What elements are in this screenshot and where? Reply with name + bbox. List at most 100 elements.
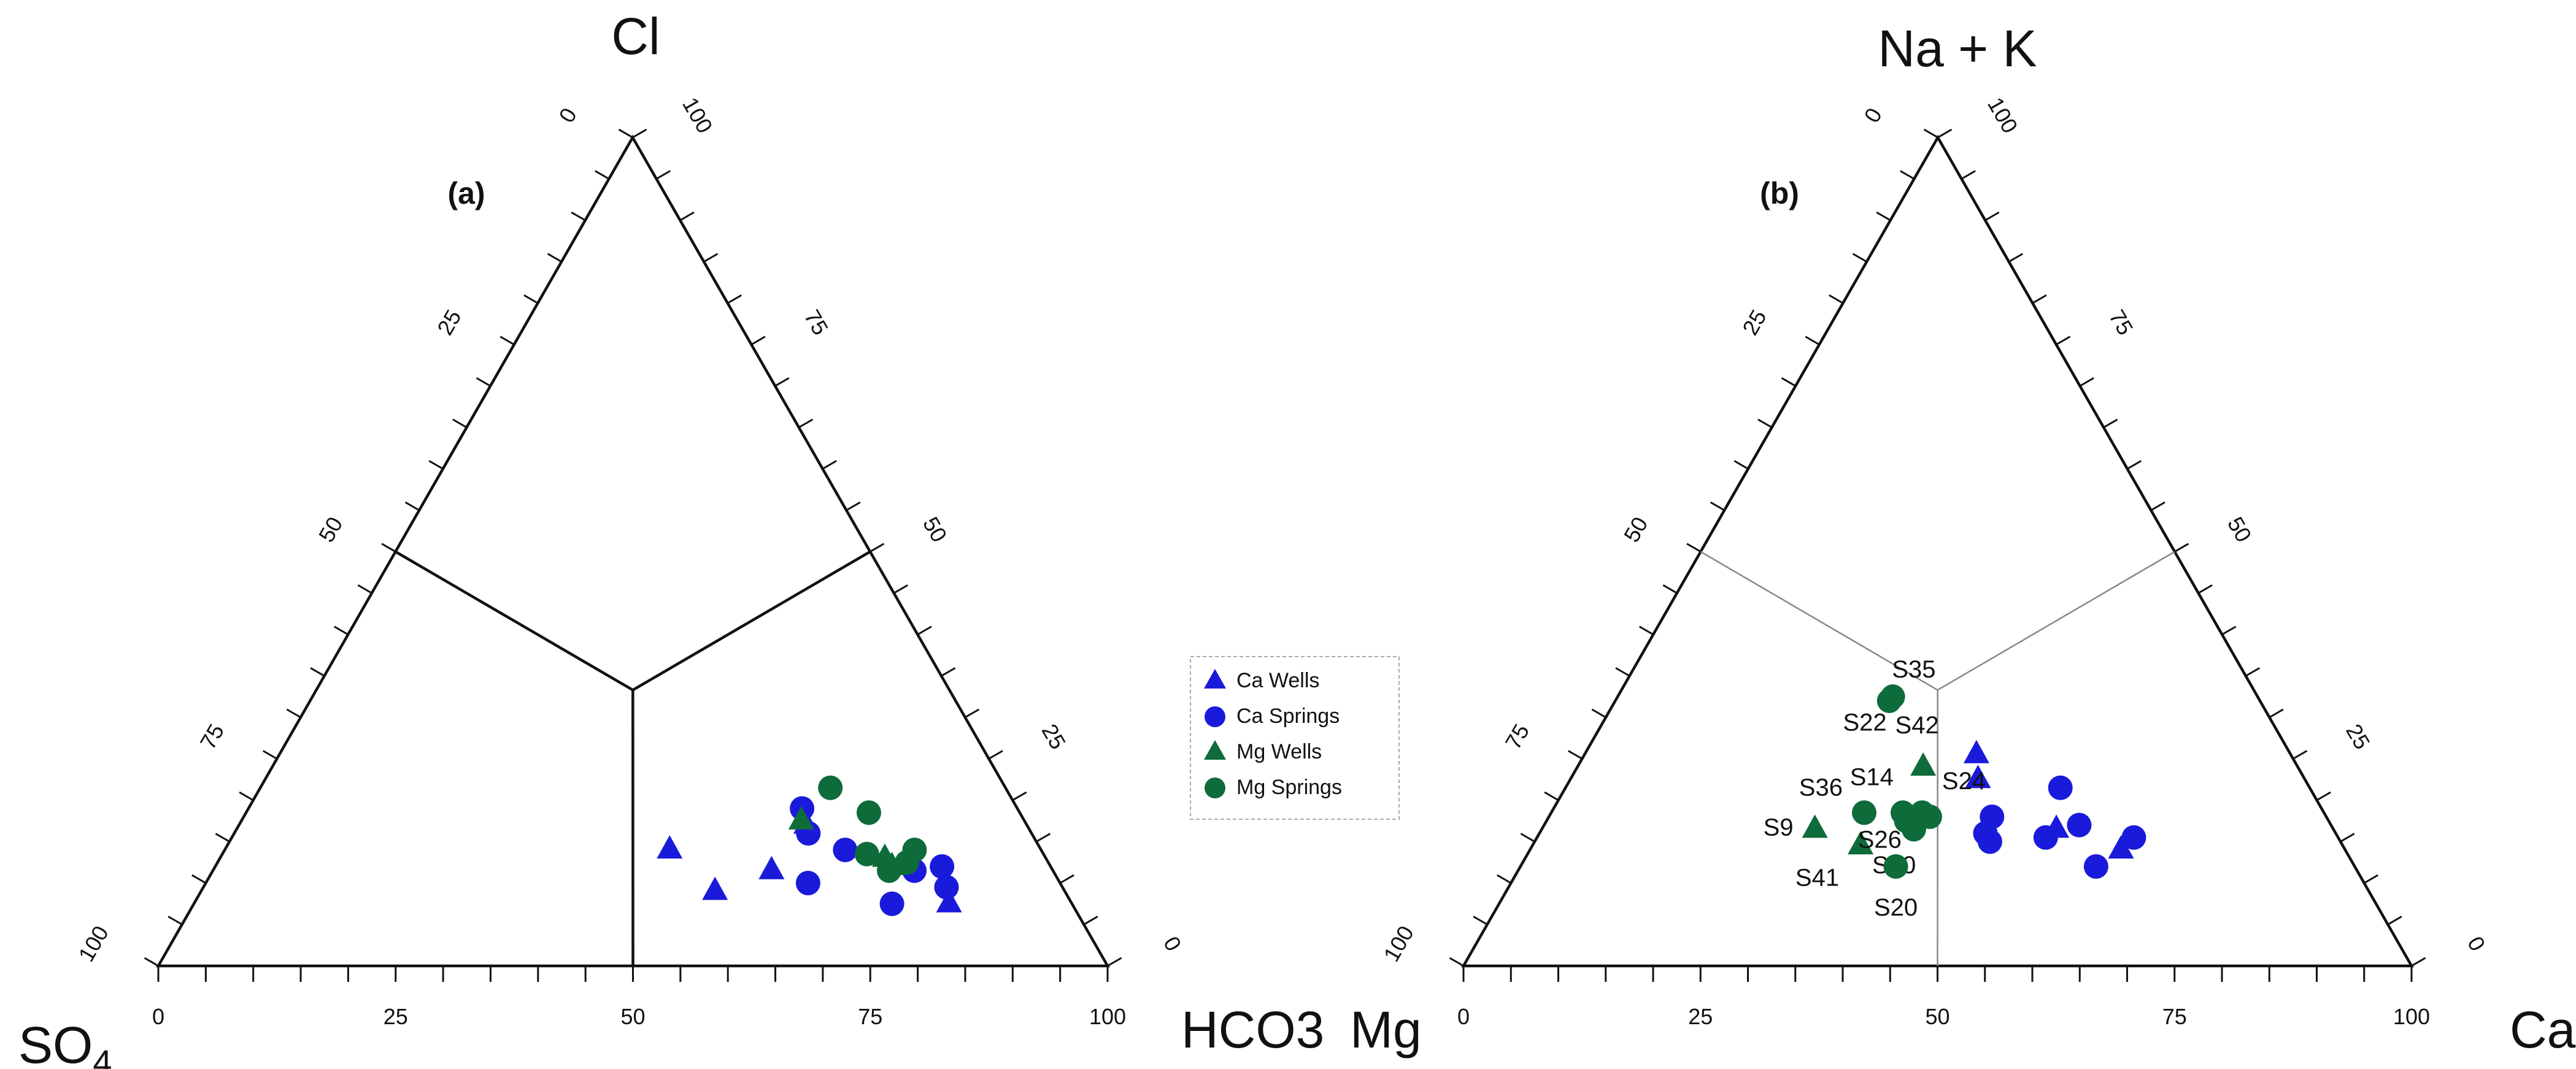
left-axis-tick (1638, 625, 1654, 636)
mg-springs-point (1883, 854, 1908, 879)
division-line (1937, 550, 2175, 691)
left-tick-label: 50 (314, 512, 348, 546)
right-tick-label: 100 (1983, 93, 2023, 137)
right-axis-tick (2364, 874, 2379, 884)
ca-springs-point (1977, 829, 2002, 854)
right-axis-tick (750, 336, 766, 345)
mg-springs-point (854, 841, 879, 866)
division-line (1700, 550, 1938, 691)
point-label: S26 (1858, 826, 1902, 853)
left-axis-tick (310, 667, 325, 677)
right-axis-tick (2174, 542, 2189, 553)
bottom-tick-label: 100 (2393, 1004, 2430, 1029)
left-axis-tick (595, 170, 610, 180)
right-axis-tick (870, 542, 885, 553)
right-axis-tick (1961, 170, 1976, 180)
left-tick-label: 0 (553, 104, 582, 127)
left-axis-tick (1757, 419, 1773, 428)
right-axis-tick (655, 170, 671, 180)
right-axis-tick (1107, 957, 1122, 967)
mg-springs-point (818, 775, 843, 800)
right-axis-tick (2150, 501, 2165, 511)
legend-label: Ca Springs (1236, 704, 1340, 728)
point-label: S24 (1942, 768, 1986, 795)
right-tick-label: 75 (800, 306, 834, 339)
right-axis-tick (2056, 336, 2071, 345)
left-axis-tick (618, 128, 633, 139)
right-axis-tick (1937, 128, 1953, 139)
ca-springs-point (879, 891, 904, 916)
legend-label: Ca Wells (1236, 669, 1319, 692)
right-axis-tick (2103, 419, 2118, 428)
mg-wells-point (1802, 814, 1828, 838)
point-label: S42 (1895, 712, 1939, 739)
left-axis-tick (1923, 128, 1938, 139)
ca-springs-point (930, 854, 955, 879)
left-tick-label: 100 (1378, 921, 1419, 966)
mg-wells-point (1848, 831, 1874, 855)
panel-a-left-label-sub: 4 (93, 1043, 112, 1069)
legend-marker (1204, 740, 1226, 760)
right-axis-tick (727, 294, 742, 304)
panel-b-left-label: Mg (1350, 1001, 1422, 1059)
bottom-tick-label: 0 (152, 1004, 164, 1029)
ca-springs-point (2048, 775, 2073, 800)
mg-wells-point (1910, 752, 1937, 776)
ca-springs-point (934, 874, 959, 900)
left-axis-tick (1781, 377, 1796, 387)
right-axis-tick (774, 377, 790, 387)
right-axis-tick (2293, 750, 2308, 760)
right-axis-tick (798, 419, 814, 428)
right-axis-tick (632, 128, 647, 139)
ternary-panel-b: (b) Na + K Mg Ca 0 25 50 75 100 0 25 50 75 100 100… (1350, 20, 2576, 1059)
right-axis-tick (1059, 874, 1074, 884)
left-axis-tick (262, 750, 278, 760)
right-axis-tick (2079, 377, 2094, 387)
left-axis-tick (1449, 957, 1464, 967)
right-axis-tick (2008, 253, 2024, 263)
mg-springs-point (902, 838, 927, 862)
left-axis-tick (1473, 916, 1488, 925)
ca-wells-point (1965, 765, 1991, 789)
left-axis-tick (523, 294, 539, 304)
left-tick-label: 50 (1619, 512, 1653, 546)
left-axis-tick (1686, 542, 1702, 553)
left-axis-tick (428, 460, 444, 470)
bottom-tick-label: 100 (1089, 1004, 1126, 1029)
left-axis-tick (168, 916, 183, 925)
left-axis-tick (1805, 336, 1820, 345)
bottom-tick-label: 0 (1457, 1004, 1470, 1029)
right-tick-label: 100 (677, 93, 718, 137)
left-axis-tick (1900, 170, 1915, 180)
left-axis-tick (1733, 460, 1749, 470)
left-tick-label: 75 (1500, 720, 1535, 754)
left-axis-tick (1710, 501, 1725, 511)
left-axis-tick (191, 874, 207, 884)
bottom-tick-label: 75 (858, 1004, 882, 1029)
point-label: S20 (1874, 894, 1918, 921)
left-tick-label: 25 (432, 306, 466, 339)
panel-b-apex-label: Na + K (1878, 20, 2037, 77)
panel-b-right-label: Ca (2510, 1001, 2576, 1059)
right-axis-tick (2340, 833, 2355, 843)
point-label: S41 (1795, 864, 1839, 891)
left-axis-tick (381, 542, 396, 553)
ca-wells-point (1963, 739, 1989, 763)
right-axis-tick (703, 253, 719, 263)
right-axis-tick (893, 584, 908, 594)
legend-label: Mg Wells (1236, 740, 1322, 763)
left-axis-tick (1567, 750, 1583, 760)
panel-b-label: (b) (1760, 176, 1799, 210)
right-tick-label: 0 (1159, 932, 1187, 955)
point-label: S9 (1764, 814, 1794, 841)
left-axis-tick (1852, 253, 1867, 263)
legend-marker (1205, 706, 1225, 727)
mg-springs-point (856, 800, 881, 825)
left-axis-tick (547, 253, 562, 263)
left-axis-tick (476, 377, 491, 387)
left-axis-tick (1829, 294, 1844, 304)
right-axis-tick (2127, 460, 2142, 470)
right-tick-label: 25 (1037, 720, 1071, 754)
ca-wells-point (657, 835, 683, 859)
right-axis-tick (2245, 667, 2261, 677)
